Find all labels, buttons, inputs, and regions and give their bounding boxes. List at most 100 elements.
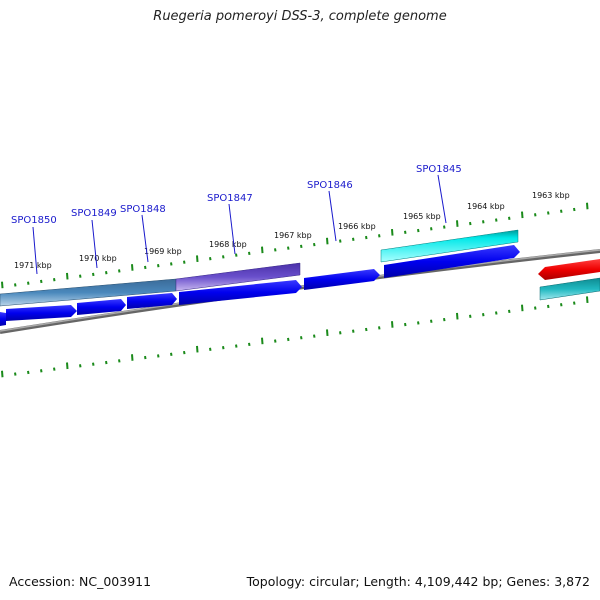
minor-tick <box>79 274 82 278</box>
minor-tick <box>560 209 563 213</box>
cds-arrow[interactable] <box>6 305 77 321</box>
major-tick <box>326 329 329 337</box>
major-tick <box>521 304 524 312</box>
minor-tick <box>27 281 30 285</box>
cds-arrow[interactable] <box>179 280 302 305</box>
minor-tick <box>495 218 498 222</box>
minor-tick <box>118 269 121 273</box>
major-tick <box>131 264 134 271</box>
major-tick <box>586 202 589 210</box>
map-title: Ruegeria pomeroyi DSS-3, complete genome <box>153 9 447 24</box>
gene-label-spo1850[interactable]: SPO1850 <box>11 215 57 226</box>
major-tick <box>391 321 394 328</box>
kbp-label: 1964 kbp <box>467 202 505 211</box>
minor-tick <box>183 350 186 355</box>
minor-tick <box>469 314 472 318</box>
minor-tick <box>209 256 212 261</box>
feature-spo1847-bar[interactable] <box>175 262 301 292</box>
major-tick <box>1 370 4 378</box>
major-tick <box>261 337 264 345</box>
kbp-label: 1971 kbp <box>14 261 52 270</box>
minor-tick <box>92 272 95 277</box>
minor-tick <box>534 306 537 310</box>
minor-tick <box>313 242 316 247</box>
feature-teal-bar[interactable] <box>539 277 600 301</box>
minor-tick <box>170 262 173 266</box>
minor-tick <box>144 265 147 270</box>
minor-tick <box>222 255 225 259</box>
minor-tick <box>365 235 368 240</box>
kbp-label: 1966 kbp <box>338 222 376 231</box>
major-tick <box>66 272 69 280</box>
major-tick <box>196 345 199 353</box>
cds-track <box>0 245 600 326</box>
cds-arrow[interactable] <box>0 312 6 326</box>
cds-arrow[interactable] <box>304 269 380 290</box>
minor-tick <box>547 304 550 309</box>
major-tick <box>391 229 394 236</box>
kbp-label: 1965 kbp <box>403 212 441 221</box>
gene-label-spo1849[interactable]: SPO1849 <box>71 208 117 219</box>
minor-tick <box>144 355 147 360</box>
minor-tick <box>378 234 381 238</box>
minor-tick <box>300 244 303 249</box>
minor-tick <box>157 354 160 358</box>
minor-tick <box>287 246 290 250</box>
minor-tick <box>508 216 511 220</box>
minor-tick <box>443 317 446 322</box>
major-tick <box>261 246 264 254</box>
minor-tick <box>469 221 472 226</box>
minor-tick <box>222 346 225 350</box>
minor-tick <box>14 283 17 287</box>
kbp-labels: 1971 kbp 1970 kbp 1969 kbp 1968 kbp 1967… <box>14 191 570 270</box>
major-tick <box>456 312 459 320</box>
gene-label-spo1848[interactable]: SPO1848 <box>120 204 166 215</box>
minor-tick <box>417 228 420 233</box>
cds-arrow[interactable] <box>384 245 520 278</box>
minor-tick <box>534 213 537 217</box>
minor-tick <box>92 362 95 366</box>
minor-tick <box>430 319 433 323</box>
minor-tick <box>274 339 277 343</box>
gene-label-spo1847[interactable]: SPO1847 <box>207 193 253 204</box>
minor-tick <box>157 264 160 268</box>
kbp-label: 1969 kbp <box>144 247 182 256</box>
major-tick <box>196 255 199 262</box>
minor-tick <box>443 225 446 229</box>
minor-tick <box>300 336 303 340</box>
minor-tick <box>365 327 368 332</box>
lower-scale-ticks <box>1 296 589 378</box>
gene-label-leaders <box>32 174 447 275</box>
minor-tick <box>560 303 563 307</box>
major-tick <box>326 237 329 245</box>
minor-tick <box>404 322 407 327</box>
minor-tick <box>430 227 433 231</box>
minor-tick <box>209 347 212 351</box>
major-tick <box>1 281 4 289</box>
major-tick <box>586 296 589 304</box>
feature-spo1845-bar[interactable] <box>380 229 519 263</box>
minor-tick <box>352 329 355 333</box>
minor-tick <box>105 271 108 275</box>
major-tick <box>521 211 524 219</box>
minor-tick <box>170 352 173 356</box>
gene-label-spo1845[interactable]: SPO1845 <box>416 164 462 175</box>
minor-tick <box>404 230 407 234</box>
minor-tick <box>313 334 316 338</box>
cds-arrow-reverse[interactable] <box>538 259 600 280</box>
gene-label-spo1846[interactable]: SPO1846 <box>307 180 353 191</box>
topology-text: Topology: circular; Length: 4,109,442 bp… <box>246 574 590 589</box>
kbp-label: 1967 kbp <box>274 231 312 240</box>
cds-arrow[interactable] <box>77 299 126 315</box>
minor-tick <box>79 364 82 368</box>
minor-tick <box>235 344 238 348</box>
cds-arrow[interactable] <box>127 293 177 309</box>
minor-tick <box>248 251 251 256</box>
minor-tick <box>14 372 17 376</box>
minor-tick <box>573 207 576 212</box>
kbp-label: 1968 kbp <box>209 240 247 249</box>
minor-tick <box>248 342 251 347</box>
minor-tick <box>40 279 43 284</box>
gene-labels: SPO1850 SPO1849 SPO1848 SPO1847 SPO1846 … <box>11 164 462 226</box>
